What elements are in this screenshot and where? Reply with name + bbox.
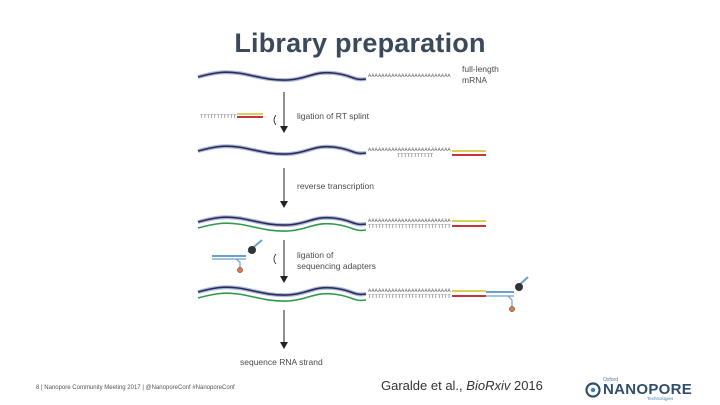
polyt-splint-free: TTTTTTTTTTT	[200, 114, 237, 120]
nanopore-logo: Oxford NANOPORE Technologies	[585, 377, 695, 401]
polya-1: AAAAAAAAAAAAAAAAAAAAAAAAA	[368, 73, 451, 79]
adapter-free	[212, 239, 263, 273]
polyt-3: TTTTTTTTTTTTTTTTTTTTTTTTT	[368, 224, 451, 230]
arrow-2	[280, 168, 288, 208]
splint-stage3	[452, 220, 486, 227]
label-full-length-mrna: full-length mRNA	[462, 64, 499, 85]
polyt-4: TTTTTTTTTTTTTTTTTTTTTTTTT	[368, 294, 451, 300]
rt-splint-free	[237, 113, 263, 118]
citation: Garalde et al., BioRxiv 2016	[381, 378, 543, 393]
citation-year: 2016	[510, 378, 543, 393]
polyt-2: TTTTTTTTTTT	[397, 153, 434, 159]
polya-2: AAAAAAAAAAAAAAAAAAAAAAAAA	[368, 147, 451, 153]
adapter-bound	[452, 276, 529, 312]
logo-nanopore: NANOPORE	[603, 381, 693, 398]
citation-authors: Garalde et al.,	[381, 378, 467, 393]
footer: 8 | Nanopore Community Meeting 2017 | @N…	[36, 385, 235, 391]
label-reverse-transcription: reverse transcription	[297, 181, 375, 191]
logo-mark-icon	[585, 382, 601, 398]
footer-sep-1: |	[41, 385, 45, 391]
event-name: Nanopore Community Meeting 2017	[44, 385, 141, 391]
page-number: 8	[36, 385, 40, 391]
slide-title: Library preparation	[234, 28, 486, 58]
rt-splint-bound	[452, 150, 486, 156]
footer-sep-2: |	[142, 385, 146, 391]
polya-4: AAAAAAAAAAAAAAAAAAAAAAAAA	[368, 288, 451, 294]
hashtags: @NanoporeConf #NanoporeConf	[145, 385, 235, 391]
label-ligation-adapters: ligation of sequencing adapters	[297, 250, 376, 271]
logo-oxford: Oxford	[603, 377, 619, 383]
arrow-4	[280, 310, 288, 349]
stage-mrna	[196, 70, 368, 83]
arrow-1	[273, 92, 288, 133]
label-sequence-rna: sequence RNA strand	[240, 357, 323, 367]
citation-journal: BioRxiv	[466, 378, 511, 393]
polya-3: AAAAAAAAAAAAAAAAAAAAAAAAA	[368, 218, 451, 224]
stage-mrna-splint	[196, 144, 368, 157]
label-ligation-rt-splint: ligation of RT splint	[297, 111, 369, 121]
arrow-3	[273, 240, 288, 283]
logo-technologies: Technologies	[647, 396, 674, 401]
